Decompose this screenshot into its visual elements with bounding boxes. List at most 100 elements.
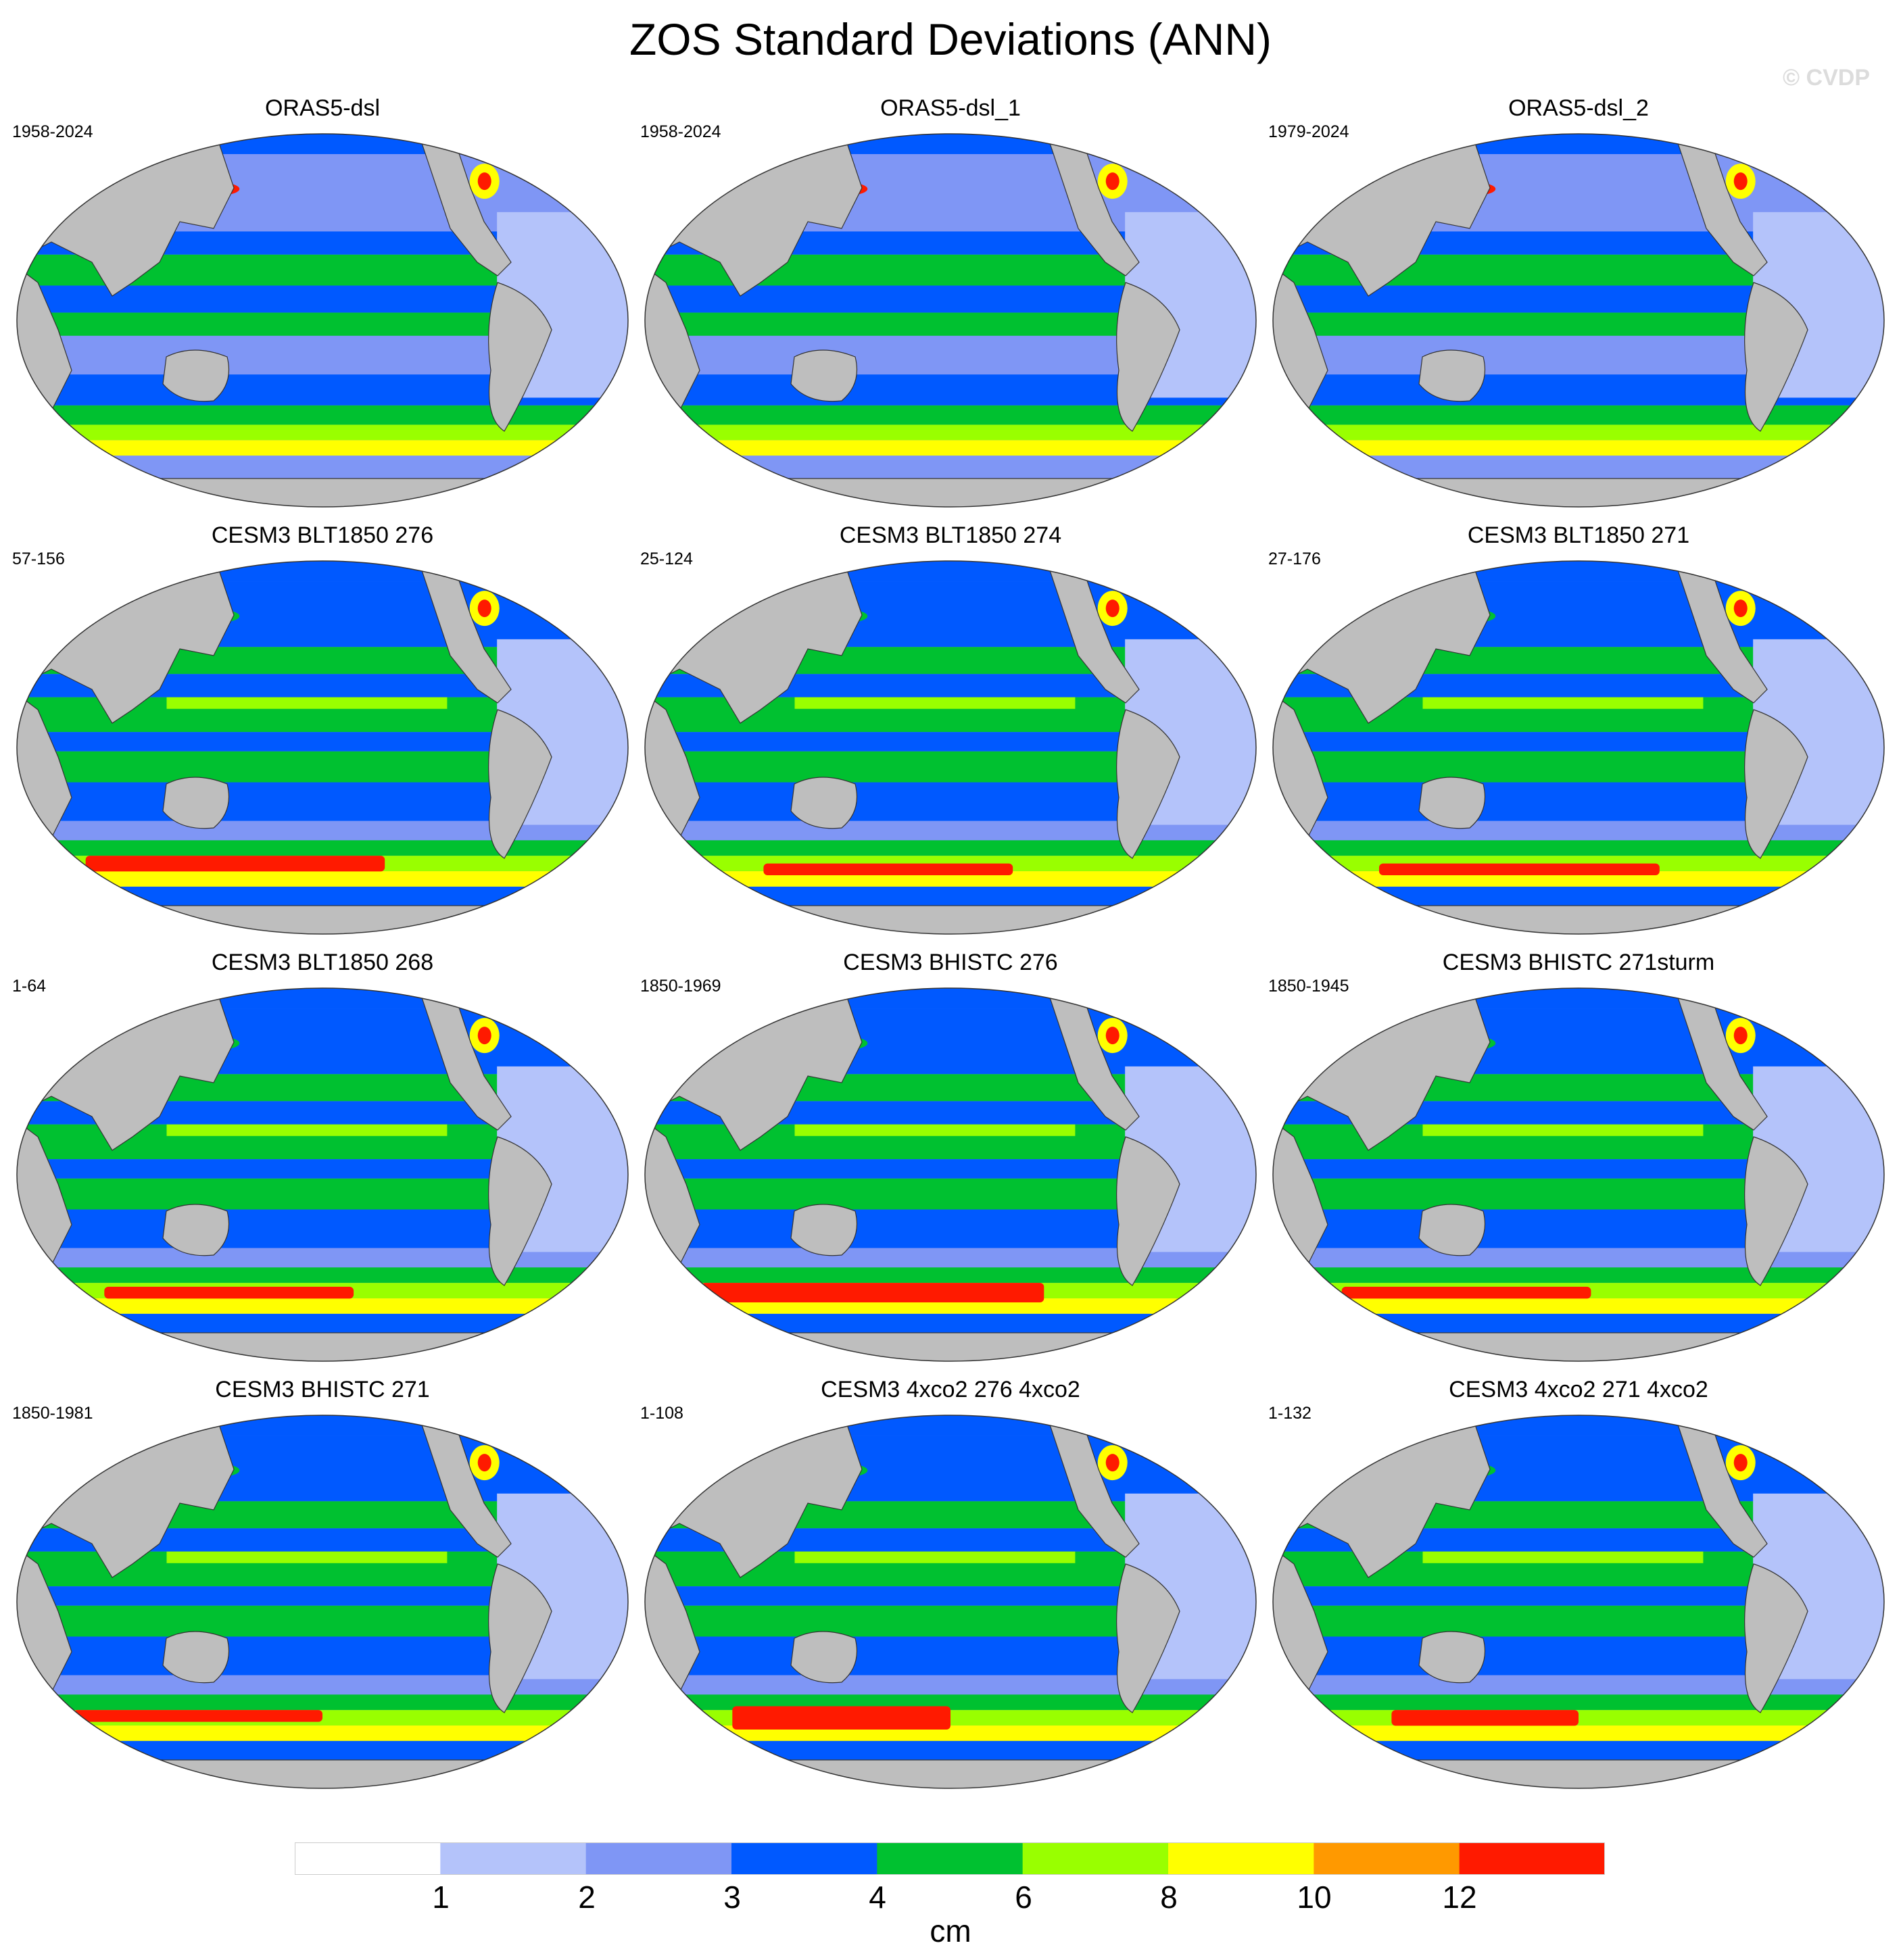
panel-title: CESM3 BHISTC 271sturm bbox=[1442, 950, 1715, 975]
figure-title: ZOS Standard Deviations (ANN) bbox=[629, 14, 1272, 64]
sd-band bbox=[645, 561, 1256, 582]
sd-band bbox=[645, 1267, 1256, 1283]
australia-land bbox=[790, 1631, 858, 1684]
panel-title: ORAS5-dsl bbox=[264, 95, 381, 121]
map-panel: ORAS5-dsl_1 1958-2024 bbox=[639, 95, 1262, 514]
map-outline bbox=[644, 987, 1257, 1362]
equatorial-streak bbox=[166, 1551, 448, 1563]
gulf-stream-core bbox=[1105, 599, 1120, 618]
ocean-field bbox=[1273, 561, 1884, 934]
sd-band bbox=[1273, 1694, 1884, 1711]
australia-land bbox=[1418, 349, 1486, 402]
map-panel: CESM3 4xco2 276 4xco2 1-108 bbox=[639, 1376, 1262, 1795]
world-map bbox=[644, 133, 1257, 508]
south-america-land bbox=[1116, 709, 1180, 859]
panel-years: 1-64 bbox=[12, 977, 47, 996]
sd-band bbox=[645, 1415, 1256, 1436]
colorbar-tick-label: 1 bbox=[432, 1880, 450, 1915]
map-outline bbox=[644, 133, 1257, 508]
sd-band bbox=[645, 1725, 1256, 1741]
panel-years: 1850-1969 bbox=[640, 977, 721, 996]
antarctica-land bbox=[1273, 1332, 1884, 1361]
equatorial-streak bbox=[1422, 697, 1704, 709]
ocean-field bbox=[1273, 988, 1884, 1361]
australia-land bbox=[790, 349, 858, 402]
colorbar bbox=[295, 1842, 1605, 1875]
map-outline bbox=[16, 1415, 629, 1789]
equatorial-streak bbox=[794, 697, 1076, 709]
sd-band bbox=[645, 1694, 1256, 1711]
world-map bbox=[16, 1415, 629, 1789]
south-america-land bbox=[1744, 1136, 1808, 1286]
sd-band bbox=[17, 1415, 628, 1436]
australia-land bbox=[162, 349, 230, 402]
australia-land bbox=[1418, 777, 1486, 829]
panel-title: CESM3 BLT1850 274 bbox=[839, 522, 1062, 548]
australia-land bbox=[1418, 1204, 1486, 1256]
panel-title: CESM3 BHISTC 276 bbox=[843, 950, 1058, 975]
north-america-land bbox=[415, 1415, 512, 1558]
colorbar-tick-label: 12 bbox=[1442, 1880, 1477, 1915]
north-america-land bbox=[1043, 561, 1140, 704]
antarctica-land bbox=[17, 478, 628, 507]
ocean-field bbox=[17, 1415, 628, 1788]
southern-ocean-anomaly bbox=[1391, 1710, 1579, 1726]
colorbar-swatch bbox=[877, 1842, 1024, 1875]
ocean-field bbox=[1273, 134, 1884, 507]
sd-band bbox=[1273, 1415, 1884, 1436]
south-america-land bbox=[1116, 282, 1180, 432]
antarctica-land bbox=[17, 905, 628, 934]
colorbar-swatch bbox=[1314, 1842, 1460, 1875]
panel-years: 1-132 bbox=[1268, 1404, 1312, 1423]
north-america-land bbox=[1671, 561, 1768, 704]
north-america-land bbox=[1043, 988, 1140, 1131]
southern-ocean-anomaly bbox=[73, 1710, 322, 1722]
map-panel: CESM3 BHISTC 271sturm 1850-1945 bbox=[1267, 949, 1890, 1368]
colorbar-tick-label: 8 bbox=[1160, 1880, 1178, 1915]
australia-land bbox=[1418, 1631, 1486, 1684]
world-map bbox=[644, 987, 1257, 1362]
panel-years: 1979-2024 bbox=[1268, 122, 1349, 141]
colorbar-border bbox=[295, 1842, 1605, 1875]
world-map bbox=[1272, 987, 1885, 1362]
sd-band bbox=[17, 840, 628, 856]
south-america-land bbox=[488, 1136, 552, 1286]
gulf-stream-core bbox=[1733, 172, 1748, 191]
southern-ocean-anomaly bbox=[85, 856, 385, 872]
sd-band bbox=[645, 134, 1256, 155]
map-panel: CESM3 BHISTC 276 1850-1969 bbox=[639, 949, 1262, 1368]
antarctica-land bbox=[1273, 478, 1884, 507]
panel-title: CESM3 BLT1850 271 bbox=[1467, 522, 1690, 548]
map-panel: ORAS5-dsl_2 1979-2024 bbox=[1267, 95, 1890, 514]
antarctica-land bbox=[1273, 905, 1884, 934]
south-america-land bbox=[1116, 1136, 1180, 1286]
map-panel: CESM3 4xco2 271 4xco2 1-132 bbox=[1267, 1376, 1890, 1795]
map-outline bbox=[1272, 987, 1885, 1362]
sd-band bbox=[1273, 440, 1884, 456]
world-map bbox=[1272, 560, 1885, 935]
sd-band bbox=[645, 440, 1256, 456]
map-panel: CESM3 BLT1850 276 57-156 bbox=[11, 522, 634, 941]
gulf-stream-core bbox=[477, 599, 491, 618]
gulf-stream-core bbox=[477, 172, 491, 191]
australia-land bbox=[162, 1631, 230, 1684]
sd-band bbox=[17, 134, 628, 155]
equatorial-streak bbox=[794, 1551, 1076, 1563]
equatorial-streak bbox=[794, 1124, 1076, 1136]
sd-band bbox=[645, 424, 1256, 441]
sd-band bbox=[17, 440, 628, 456]
gulf-stream-core bbox=[1105, 1027, 1120, 1045]
sd-band bbox=[17, 1725, 628, 1741]
world-map bbox=[1272, 133, 1885, 508]
sd-band bbox=[1273, 988, 1884, 1009]
southern-ocean-anomaly bbox=[1341, 1286, 1591, 1299]
sd-band bbox=[17, 988, 628, 1009]
equatorial-streak bbox=[794, 270, 1076, 282]
sd-band bbox=[1273, 1298, 1884, 1314]
colorbar-tick-label: 3 bbox=[723, 1880, 741, 1915]
south-america-land bbox=[1744, 1563, 1808, 1713]
sd-band bbox=[1273, 424, 1884, 441]
map-outline bbox=[1272, 1415, 1885, 1789]
antarctica-land bbox=[17, 1759, 628, 1788]
gulf-stream-core bbox=[1733, 1027, 1748, 1045]
